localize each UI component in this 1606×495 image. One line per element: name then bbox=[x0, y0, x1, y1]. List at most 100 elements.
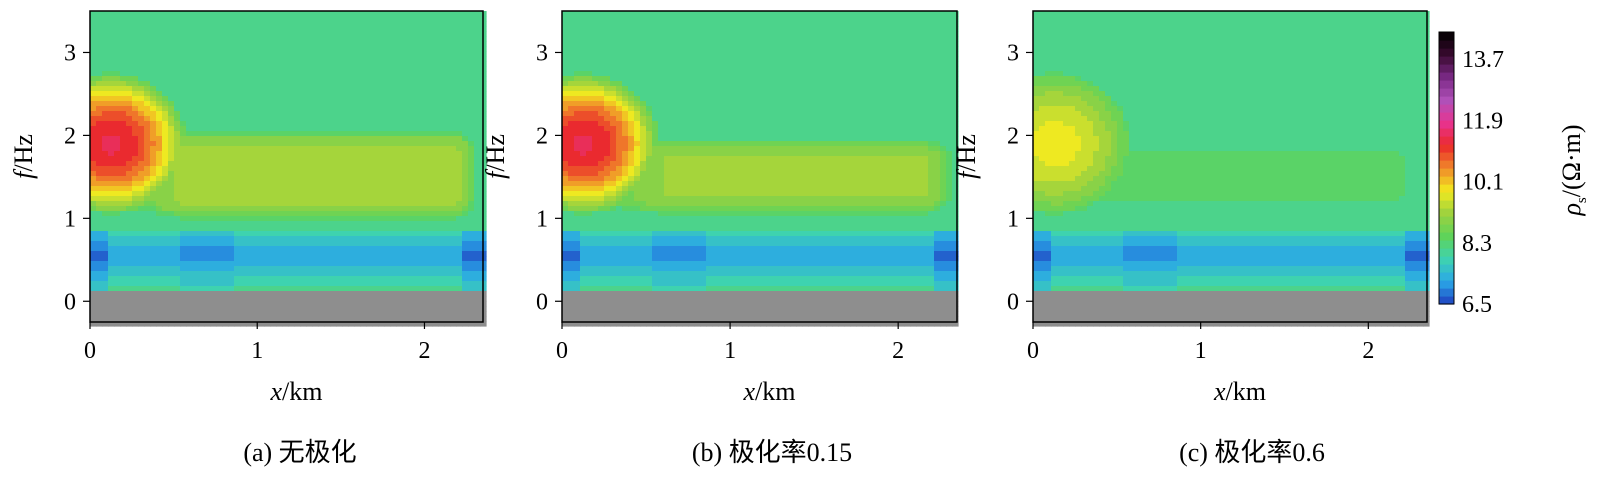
heatmap-cell bbox=[444, 186, 451, 192]
heatmap-cell bbox=[318, 156, 325, 162]
heatmap-cell bbox=[330, 126, 337, 132]
heatmap-cell bbox=[438, 226, 445, 232]
heatmap-cell bbox=[372, 291, 379, 297]
heatmap-cell bbox=[742, 11, 749, 17]
heatmap-cell bbox=[366, 271, 373, 277]
heatmap-cell bbox=[180, 286, 187, 292]
heatmap-cell bbox=[246, 106, 253, 112]
heatmap-cell bbox=[384, 196, 391, 202]
heatmap-cell bbox=[138, 46, 145, 52]
heatmap-cell bbox=[324, 26, 331, 32]
heatmap-cell bbox=[940, 21, 947, 27]
heatmap-cell bbox=[438, 236, 445, 242]
heatmap-cell bbox=[138, 106, 145, 112]
heatmap-cell bbox=[210, 306, 217, 312]
heatmap-cell bbox=[330, 31, 337, 37]
heatmap-cell bbox=[96, 241, 103, 247]
heatmap-cell bbox=[270, 156, 277, 162]
heatmap-cell bbox=[318, 21, 325, 27]
heatmap-cell bbox=[258, 106, 265, 112]
heatmap-cell bbox=[264, 111, 271, 117]
heatmap-cell bbox=[102, 106, 109, 112]
heatmap-cell bbox=[468, 291, 475, 297]
heatmap-cell bbox=[282, 316, 289, 322]
heatmap-cell bbox=[468, 56, 475, 62]
heatmap-cell bbox=[808, 11, 815, 17]
heatmap-cell bbox=[354, 171, 361, 177]
heatmap-cell bbox=[270, 31, 277, 37]
heatmap-cell bbox=[622, 51, 629, 57]
heatmap-cell bbox=[718, 31, 725, 37]
heatmap-cell bbox=[168, 231, 175, 237]
heatmap-cell bbox=[414, 26, 421, 32]
heatmap-cell bbox=[210, 271, 217, 277]
heatmap-cell bbox=[108, 221, 115, 227]
heatmap-cell bbox=[384, 51, 391, 57]
heatmap-cell bbox=[234, 256, 241, 262]
heatmap-cell bbox=[330, 316, 337, 322]
heatmap-cell bbox=[144, 21, 151, 27]
heatmap-cell bbox=[348, 291, 355, 297]
heatmap-cell bbox=[898, 16, 905, 22]
heatmap-cell bbox=[468, 191, 475, 197]
heatmap-cell bbox=[378, 196, 385, 202]
heatmap-cell bbox=[916, 21, 923, 27]
heatmap-cell bbox=[414, 176, 421, 182]
heatmap-cell bbox=[946, 21, 953, 27]
heatmap-cell bbox=[468, 31, 475, 37]
heatmap-cell bbox=[408, 256, 415, 262]
heatmap-cell bbox=[102, 181, 109, 187]
heatmap-cell bbox=[102, 246, 109, 252]
heatmap-cell bbox=[96, 186, 103, 192]
heatmap-cell bbox=[120, 36, 127, 42]
heatmap-cell bbox=[736, 56, 743, 62]
heatmap-cell bbox=[258, 156, 265, 162]
heatmap-cell bbox=[736, 66, 743, 72]
heatmap-cell bbox=[96, 206, 103, 212]
heatmap-cell bbox=[258, 16, 265, 22]
heatmap-cell bbox=[168, 116, 175, 122]
heatmap-cell bbox=[390, 21, 397, 27]
heatmap-cell bbox=[928, 66, 935, 72]
heatmap-cell bbox=[114, 61, 121, 67]
heatmap-cell bbox=[910, 46, 917, 52]
heatmap-cell bbox=[438, 221, 445, 227]
heatmap-cell bbox=[168, 181, 175, 187]
heatmap-cell bbox=[90, 181, 97, 187]
heatmap-cell bbox=[922, 31, 929, 37]
heatmap-cell bbox=[850, 31, 857, 37]
heatmap-cell bbox=[622, 41, 629, 47]
heatmap-cell bbox=[408, 116, 415, 122]
heatmap-cell bbox=[450, 141, 457, 147]
heatmap-cell bbox=[372, 71, 379, 77]
heatmap-cell bbox=[610, 21, 617, 27]
heatmap-cell bbox=[652, 31, 659, 37]
heatmap-cell bbox=[396, 21, 403, 27]
heatmap-cell bbox=[396, 261, 403, 267]
heatmap-cell bbox=[568, 56, 575, 62]
heatmap-cell bbox=[198, 161, 205, 167]
heatmap-cell bbox=[294, 246, 301, 252]
heatmap-cell bbox=[718, 61, 725, 67]
heatmap-cell bbox=[330, 36, 337, 42]
heatmap-cell bbox=[354, 216, 361, 222]
heatmap-cell bbox=[300, 186, 307, 192]
heatmap-cell bbox=[450, 231, 457, 237]
heatmap-cell bbox=[204, 21, 211, 27]
heatmap-cell bbox=[258, 41, 265, 47]
heatmap-cell bbox=[384, 206, 391, 212]
heatmap-cell bbox=[390, 41, 397, 47]
heatmap-cell bbox=[150, 246, 157, 252]
heatmap-cell bbox=[348, 206, 355, 212]
heatmap-cell bbox=[150, 206, 157, 212]
heatmap-cell bbox=[598, 51, 605, 57]
heatmap-cell bbox=[372, 96, 379, 102]
heatmap-cell bbox=[306, 56, 313, 62]
heatmap-cell bbox=[270, 111, 277, 117]
heatmap-cell bbox=[676, 46, 683, 52]
heatmap-cell bbox=[246, 11, 253, 17]
heatmap-cell bbox=[772, 16, 779, 22]
heatmap-cell bbox=[132, 46, 139, 52]
heatmap-cell bbox=[468, 276, 475, 282]
heatmap-cell bbox=[234, 271, 241, 277]
